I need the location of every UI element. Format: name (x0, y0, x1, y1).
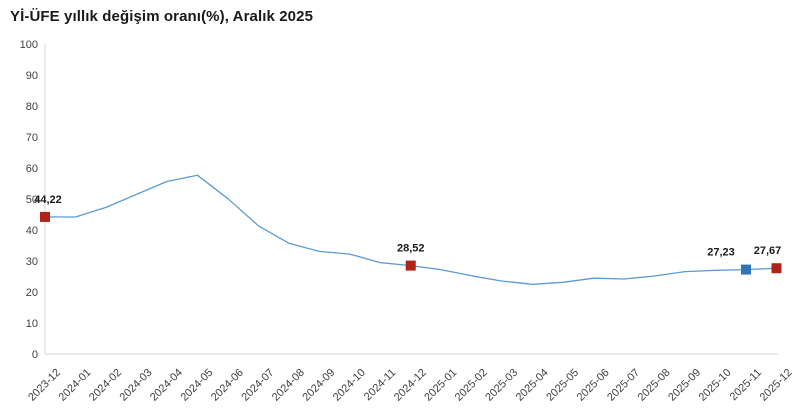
data-point-label: 28,52 (397, 243, 425, 255)
x-tick-label: 2025-01 (422, 367, 459, 404)
y-tick-label: 80 (26, 101, 38, 113)
x-tick-label: 2025-03 (483, 367, 520, 404)
x-tick-label: 2024-08 (270, 367, 307, 404)
y-tick-label: 90 (26, 70, 38, 82)
y-tick-label: 70 (26, 132, 38, 144)
x-tick-label: 2025-08 (636, 367, 673, 404)
x-tick-label: 2025-12 (758, 367, 795, 404)
y-tick-label: 10 (26, 318, 38, 330)
data-point-label: 27,67 (754, 245, 782, 257)
y-tick-label: 40 (26, 225, 38, 237)
y-tick-label: 100 (20, 39, 38, 51)
data-point-marker (741, 264, 752, 275)
data-point-marker (405, 260, 416, 271)
chart-title: Yİ-ÜFE yıllık değişim oranı(%), Aralık 2… (10, 8, 314, 25)
x-tick-label: 2024-07 (239, 367, 276, 404)
y-tick-label: 50 (26, 194, 38, 206)
x-tick-label: 2023-12 (26, 367, 63, 404)
x-tick-label: 2025-09 (666, 367, 703, 404)
x-tick-label: 2025-02 (453, 367, 490, 404)
x-tick-label: 2024-04 (148, 367, 185, 404)
x-tick-label: 2024-01 (57, 367, 94, 404)
y-tick-label: 30 (26, 256, 38, 268)
data-point-label: 27,23 (707, 247, 735, 259)
x-tick-label: 2025-10 (697, 367, 734, 404)
x-tick-label: 2024-10 (331, 367, 368, 404)
x-tick-label: 2024-05 (178, 367, 215, 404)
data-point-label: 44,22 (34, 194, 62, 206)
y-tick-label: 20 (26, 287, 38, 299)
x-tick-label: 2024-02 (87, 367, 124, 404)
x-tick-label: 2025-04 (514, 367, 551, 404)
x-tick-label: 2024-06 (209, 367, 246, 404)
y-tick-label: 60 (26, 163, 38, 175)
x-tick-label: 2025-05 (544, 367, 581, 404)
x-tick-label: 2025-07 (605, 367, 642, 404)
y-tick-label: 0 (32, 349, 38, 361)
x-tick-label: 2025-06 (575, 367, 612, 404)
data-point-marker (771, 263, 782, 274)
data-point-marker (40, 211, 50, 222)
x-tick-label: 2024-12 (392, 367, 429, 404)
x-tick-label: 2024-03 (118, 367, 155, 404)
x-tick-label: 2024-09 (300, 367, 337, 404)
